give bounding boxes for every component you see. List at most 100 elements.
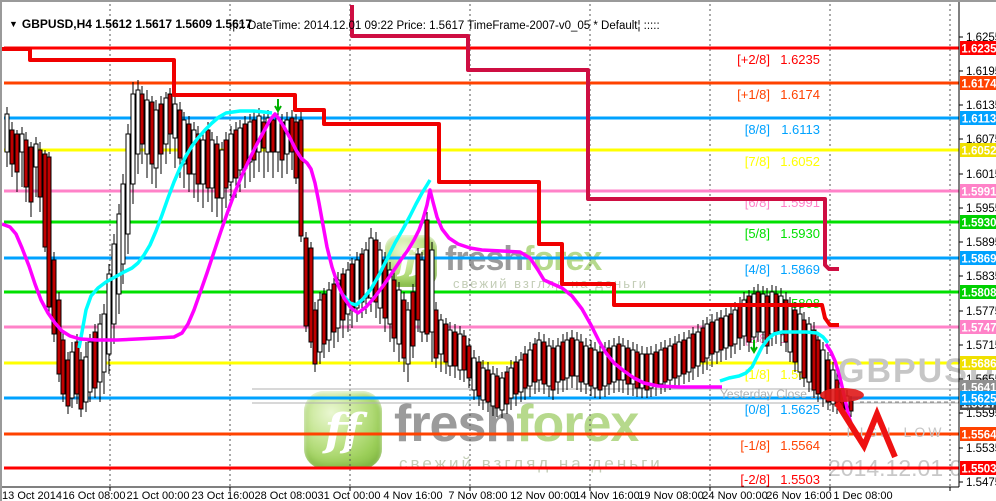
time-axis-label[interactable]: 21 Oct 00:00 <box>127 490 190 501</box>
candle-bull <box>111 243 117 325</box>
candle-bull <box>555 345 561 383</box>
murrey-level-value: 1.5625 <box>780 402 820 417</box>
time-axis-label[interactable]: 31 Oct 00:00 <box>318 490 381 501</box>
candle-bull <box>704 323 710 359</box>
time-axis-label[interactable]: 13 Oct 2014 <box>2 490 62 501</box>
candle-bear <box>606 347 612 385</box>
candle-bear <box>78 359 84 410</box>
ma-slow-magenta-line[interactable] <box>824 343 853 424</box>
candle-bear <box>550 347 556 391</box>
price-axis-badge <box>960 111 996 125</box>
candle-bull <box>106 273 112 355</box>
candle-bear <box>569 337 575 377</box>
symbol-dropdown-icon[interactable]: ▼ <box>9 19 18 29</box>
ma-fast-cyan-line[interactable] <box>77 109 273 349</box>
candle-bear <box>746 295 752 343</box>
candle-bear <box>270 119 276 153</box>
candle-bear <box>700 327 706 363</box>
candle-bull <box>101 313 107 373</box>
candle-bear <box>298 119 304 237</box>
indicator-info-header: :¦::: DateTime: 2014.12.01 09:22 Price: … <box>229 20 660 32</box>
price-axis-label[interactable]: 1.6135 <box>966 100 996 112</box>
candle-bull <box>116 213 122 295</box>
candle-bull <box>620 345 626 381</box>
candle-bull <box>820 349 826 399</box>
candle-bull <box>4 113 10 153</box>
candle-bull <box>583 345 589 385</box>
time-axis-label[interactable]: 1 Dec 08:00 <box>833 490 892 501</box>
candle-bear <box>303 237 309 327</box>
candle-bear <box>359 253 365 303</box>
candle-bull <box>191 129 197 175</box>
price-axis-label[interactable]: 1.5535 <box>966 443 996 455</box>
price-axis-badge <box>960 215 996 229</box>
price-axis-label[interactable]: 1.5895 <box>966 237 996 249</box>
price-axis-badge-value: 1.5625 <box>961 394 996 406</box>
candle-bull <box>125 133 131 235</box>
price-axis-badge-value: 1.6113 <box>962 114 996 126</box>
candle-bull <box>87 341 93 393</box>
price-axis-label[interactable]: 1.5955 <box>966 203 996 215</box>
price-axis-badge-value: 1.5747 <box>961 323 996 335</box>
candle-bull <box>751 293 757 338</box>
freshforex-logo-icon-large: ff <box>304 391 382 469</box>
time-axis-label[interactable]: 24 Nov 00:00 <box>702 490 767 501</box>
time-axis-label[interactable]: 23 Oct 16:00 <box>192 490 255 501</box>
candle-bear <box>139 93 145 145</box>
murrey-level-label: [1/8] <box>745 367 770 382</box>
candle-bear <box>737 303 743 339</box>
sell-signal-arrowhead-icon <box>274 105 282 113</box>
ma-slow-magenta-line[interactable] <box>2 112 722 389</box>
candle-bull <box>275 117 281 153</box>
time-axis-label[interactable]: 26 Nov 16:00 <box>766 490 831 501</box>
candle-bull <box>536 339 542 381</box>
price-axis-label[interactable]: 1.5475 <box>966 477 996 489</box>
candle-bull <box>695 331 701 367</box>
price-axis-badge-value: 1.5991 <box>961 187 996 199</box>
candle-bear <box>597 351 603 391</box>
candle-bull <box>658 349 664 385</box>
time-axis-label[interactable]: 7 Nov 08:00 <box>448 490 507 501</box>
price-axis-label[interactable]: 1.6195 <box>966 66 996 78</box>
candle-bear <box>848 400 854 412</box>
time-axis-label[interactable]: 12 Nov 00:00 <box>510 490 575 501</box>
candle-bear <box>672 343 678 379</box>
candle-bear <box>625 347 631 385</box>
time-axis-label[interactable]: 19 Nov 08:00 <box>638 490 703 501</box>
candle-bear <box>792 309 798 363</box>
time-axis-label[interactable]: 16 Oct 08:00 <box>63 490 126 501</box>
ma-fast-cyan-line[interactable] <box>340 179 432 307</box>
time-axis-label[interactable]: 14 Nov 16:00 <box>574 490 639 501</box>
symbol-ohlc-header[interactable]: ▼ GBPUSD,H4 1.5612 1.5617 1.5609 1.5617 <box>9 17 252 31</box>
weekly-step-line-crimson[interactable] <box>350 5 839 271</box>
price-axis-label[interactable]: 1.5835 <box>966 271 996 283</box>
price-axis-badge-value: 1.6235 <box>961 44 996 56</box>
candle-bear <box>811 329 817 391</box>
price-highlight-ellipse[interactable] <box>820 388 864 402</box>
price-axis-badge <box>960 251 996 265</box>
time-axis-label[interactable]: 28 Oct 08:00 <box>255 490 318 501</box>
candle-bear <box>541 341 547 385</box>
price-axis-badge-value: 1.5869 <box>961 254 996 266</box>
daily-step-line-red[interactable] <box>2 47 839 327</box>
time-axis-label[interactable]: 4 Nov 16:00 <box>383 490 442 501</box>
murrey-level-value: 1.5503 <box>780 472 820 487</box>
candle-bear <box>28 146 34 203</box>
candle-bear <box>755 291 761 333</box>
candle-bear <box>443 323 449 363</box>
candle-bull <box>592 349 598 389</box>
candle-bear <box>588 347 594 387</box>
candle-bear <box>65 359 71 407</box>
price-axis-label[interactable]: 1.5595 <box>966 408 996 420</box>
price-axis-label[interactable]: 1.5715 <box>966 340 996 352</box>
candle-bull <box>354 259 360 309</box>
price-axis-badge <box>960 41 996 55</box>
ma-fast-cyan-line[interactable] <box>719 330 830 383</box>
candle-bull <box>676 341 682 377</box>
forecast-zigzag-arrow[interactable] <box>834 401 898 459</box>
price-axis-label[interactable]: 1.5775 <box>966 306 996 318</box>
candle-bear <box>214 143 220 199</box>
candle-bull <box>368 237 374 299</box>
price-axis-label[interactable]: 1.6015 <box>966 169 996 181</box>
